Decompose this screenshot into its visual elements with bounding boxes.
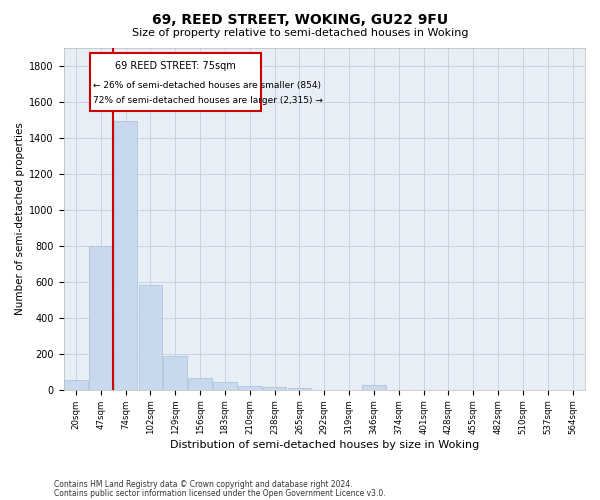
Text: 69 REED STREET: 75sqm: 69 REED STREET: 75sqm: [115, 61, 236, 71]
Bar: [114, 122, 137, 390]
Y-axis label: Number of semi-detached properties: Number of semi-detached properties: [15, 122, 25, 315]
Bar: [238, 386, 262, 390]
Bar: [362, 386, 386, 390]
Text: 72% of semi-detached houses are larger (2,315) →: 72% of semi-detached houses are larger (…: [92, 96, 322, 106]
Text: ← 26% of semi-detached houses are smaller (854): ← 26% of semi-detached houses are smalle…: [92, 80, 320, 90]
X-axis label: Distribution of semi-detached houses by size in Woking: Distribution of semi-detached houses by …: [170, 440, 479, 450]
Bar: [163, 356, 187, 390]
Bar: [287, 388, 311, 390]
Text: 69, REED STREET, WOKING, GU22 9FU: 69, REED STREET, WOKING, GU22 9FU: [152, 12, 448, 26]
Text: Contains public sector information licensed under the Open Government Licence v3: Contains public sector information licen…: [54, 488, 386, 498]
Bar: [89, 246, 113, 390]
Bar: [188, 378, 212, 390]
Bar: [139, 286, 162, 390]
Text: Contains HM Land Registry data © Crown copyright and database right 2024.: Contains HM Land Registry data © Crown c…: [54, 480, 353, 489]
FancyBboxPatch shape: [89, 53, 261, 112]
Bar: [213, 382, 237, 390]
Text: Size of property relative to semi-detached houses in Woking: Size of property relative to semi-detach…: [132, 28, 468, 38]
Bar: [263, 387, 286, 390]
Bar: [64, 380, 88, 390]
